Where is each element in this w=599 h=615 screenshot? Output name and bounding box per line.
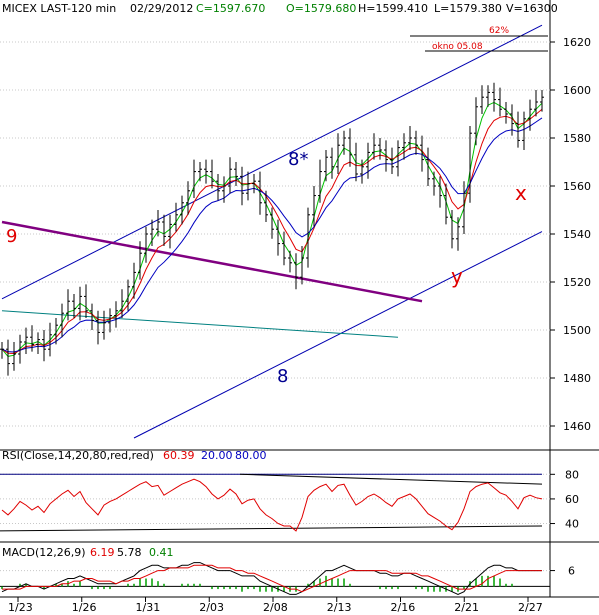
x-tick-label: 2/27 bbox=[518, 601, 543, 614]
wave-8-label: 8 bbox=[277, 366, 288, 387]
price-y-axis: 1460 1480 1500 1520 1540 1560 1580 1600 1620 bbox=[550, 36, 591, 433]
okno-label: okno 05.08 bbox=[432, 42, 483, 52]
pct-label: 62% bbox=[489, 26, 509, 36]
price-tick-label: 1480 bbox=[563, 372, 591, 385]
x-tick-label: 1/31 bbox=[136, 601, 161, 614]
header-high: H=1599.410 bbox=[358, 2, 428, 15]
rsi-header-high: 80.00 bbox=[235, 449, 267, 462]
channel-upper-line bbox=[1, 24, 543, 300]
price-tick-label: 1600 bbox=[563, 84, 591, 97]
x-tick-label: 2/13 bbox=[327, 601, 352, 614]
wave-9-label: 9 bbox=[6, 226, 17, 247]
macd-header-hist: 0.41 bbox=[149, 546, 174, 559]
rsi-header-value: 60.39 bbox=[163, 449, 195, 462]
x-tick-label: 2/16 bbox=[391, 601, 416, 614]
purple-trendline bbox=[1, 220, 423, 303]
rsi-panel: 40 60 80 bbox=[0, 468, 599, 543]
rsi-upper-trendline bbox=[239, 473, 543, 485]
rsi-tick-label: 40 bbox=[565, 518, 579, 531]
x-tick-label: 1/26 bbox=[72, 601, 97, 614]
price-bars bbox=[0, 82, 544, 376]
macd-plot bbox=[0, 562, 550, 595]
price-tick-label: 1580 bbox=[563, 132, 591, 145]
price-tick-label: 1560 bbox=[563, 180, 591, 193]
macd-header-label: MACD(12,26,9) bbox=[2, 546, 86, 559]
rsi-plot bbox=[0, 473, 543, 532]
price-tick-label: 1460 bbox=[563, 420, 591, 433]
macd-panel: 6 bbox=[0, 562, 599, 598]
x-tick-label: 2/08 bbox=[263, 601, 288, 614]
header-symbol: MICEX LAST-120 min bbox=[2, 2, 116, 15]
macd-header-signal: 5.78 bbox=[117, 546, 142, 559]
price-tick-label: 1500 bbox=[563, 324, 591, 337]
header-open: O=1579.680 bbox=[286, 2, 356, 15]
x-tick-label: 2/21 bbox=[454, 601, 479, 614]
x-axis: 1/23 1/26 1/31 2/03 2/08 2/13 2/16 2/21 2/27 bbox=[8, 597, 543, 614]
macd-signal-line bbox=[2, 564, 542, 593]
y-label: y bbox=[451, 264, 463, 288]
rsi-line bbox=[1, 478, 543, 532]
price-tick-label: 1540 bbox=[563, 228, 591, 241]
price-panel: 1460 1480 1500 1520 1540 1560 1580 1600 1620 bbox=[0, 0, 599, 597]
x-label: x bbox=[515, 181, 527, 205]
price-tick-label: 1620 bbox=[563, 36, 591, 49]
header-close: C=1597.670 bbox=[196, 2, 265, 15]
channel-lower-line bbox=[133, 231, 543, 439]
macd-y-axis: 6 bbox=[550, 565, 575, 578]
rsi-header-label: RSI(Close,14,20,80,red,red) bbox=[2, 449, 154, 462]
rsi-tick-label: 60 bbox=[565, 493, 579, 506]
rsi-lower-trendline bbox=[0, 525, 543, 532]
rsi-tick-label: 80 bbox=[565, 468, 579, 481]
x-tick-label: 2/03 bbox=[199, 601, 224, 614]
header-volume: V=16300 bbox=[506, 2, 558, 15]
header-low: L=1579.380 bbox=[434, 2, 502, 15]
price-tick-label: 1520 bbox=[563, 276, 591, 289]
wave-8-star-label: 8* bbox=[288, 149, 308, 170]
macd-tick-label: 6 bbox=[568, 565, 575, 578]
macd-line bbox=[1, 562, 542, 595]
macd-header-macd: 6.19 bbox=[90, 546, 115, 559]
x-tick-label: 1/23 bbox=[8, 601, 33, 614]
header-date: 02/29/2012 bbox=[130, 2, 193, 15]
rsi-y-axis: 40 60 80 bbox=[550, 468, 579, 531]
rsi-header-low: 20.00 bbox=[201, 449, 233, 462]
